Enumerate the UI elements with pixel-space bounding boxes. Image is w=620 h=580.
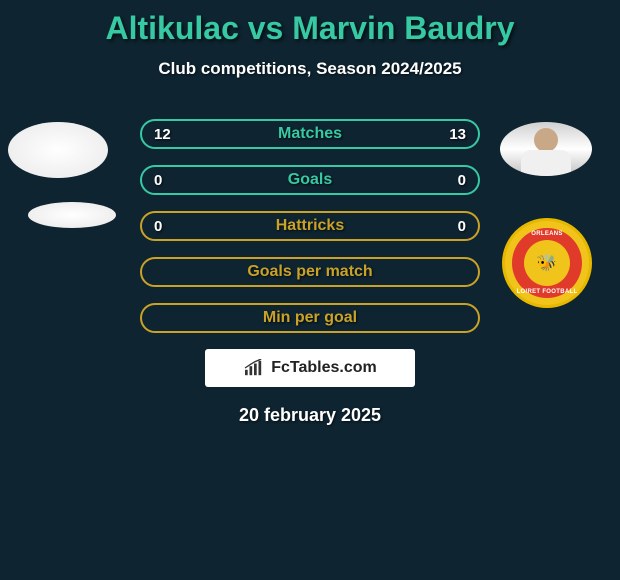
stat-row-3: Goals per match [140, 257, 480, 287]
date-text: 20 february 2025 [0, 405, 620, 426]
stat-label: Goals [288, 171, 332, 189]
subtitle: Club competitions, Season 2024/2025 [0, 59, 620, 79]
stat-row-4: Min per goal [140, 303, 480, 333]
stat-label: Matches [278, 125, 342, 143]
branding-box: FcTables.com [205, 349, 415, 387]
stat-left-value: 12 [154, 126, 171, 143]
stat-label: Min per goal [263, 309, 357, 327]
stat-label: Hattricks [276, 217, 344, 235]
page-title: Altikulac vs Marvin Baudry [0, 0, 620, 47]
stat-right-value: 13 [449, 126, 466, 143]
stats-container: 12 Matches 13 0 Goals 0 0 Hattricks 0 Goals per m… [0, 119, 620, 333]
stat-left-value: 0 [154, 218, 162, 235]
stat-row-0: 12 Matches 13 [140, 119, 480, 149]
stat-left-value: 0 [154, 172, 162, 189]
title-vs: vs [248, 10, 284, 46]
stat-row-2: 0 Hattricks 0 [140, 211, 480, 241]
chart-icon [243, 359, 265, 377]
stat-right-value: 0 [458, 172, 466, 189]
stat-row-1: 0 Goals 0 [140, 165, 480, 195]
title-player2: Marvin Baudry [292, 10, 514, 46]
title-player1: Altikulac [105, 10, 238, 46]
branding-text: FcTables.com [271, 359, 377, 377]
stat-right-value: 0 [458, 218, 466, 235]
stat-label: Goals per match [247, 263, 372, 281]
